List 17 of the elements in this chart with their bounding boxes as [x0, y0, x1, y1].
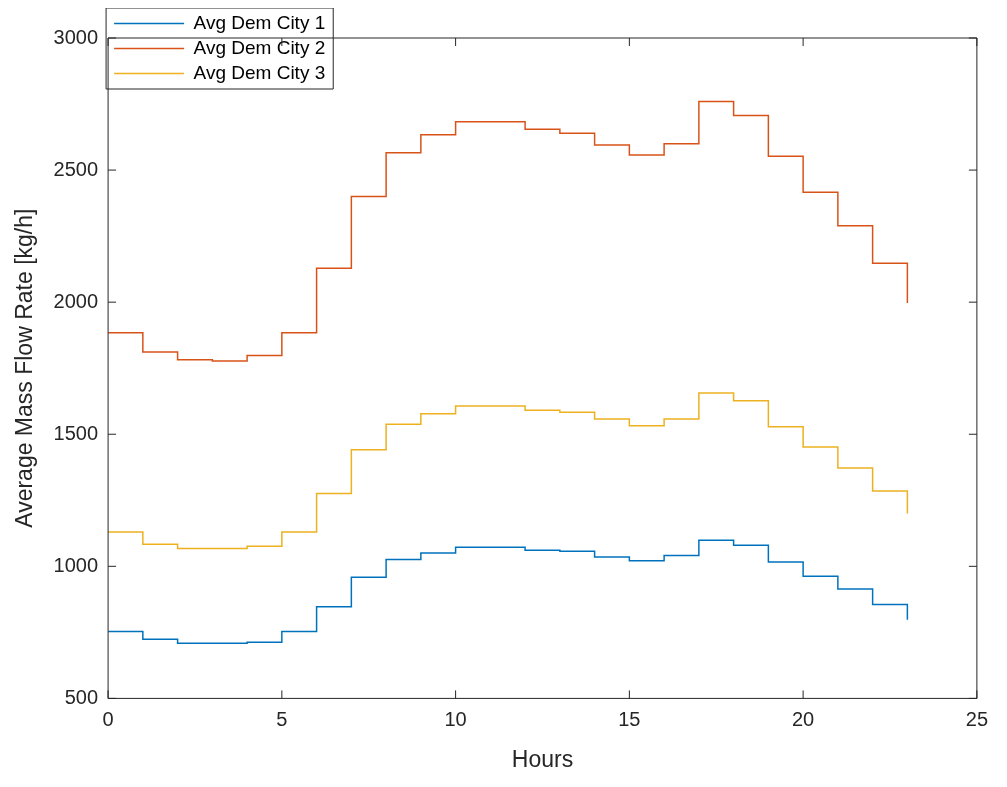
y-tick-label: 1500	[53, 421, 99, 444]
y-tick-label: 1000	[53, 553, 99, 576]
y-tick-label: 2000	[53, 289, 99, 312]
x-tick-label: 5	[276, 707, 288, 730]
y-tick-label: 2500	[53, 157, 99, 180]
y-tick-label: 500	[64, 685, 99, 708]
x-tick-label: 25	[965, 707, 988, 730]
x-tick-label: 0	[102, 707, 114, 730]
x-tick-label: 20	[791, 707, 815, 730]
y-axis-title: Average Mass Flow Rate [kg/h]	[11, 208, 38, 528]
x-tick-label: 10	[444, 707, 467, 730]
legend-label: Avg Dem City 1	[193, 11, 326, 33]
legend-label: Avg Dem City 2	[193, 36, 326, 58]
x-axis-title: Hours	[511, 745, 574, 772]
x-tick-label: 15	[618, 707, 641, 730]
legend-label: Avg Dem City 3	[193, 61, 326, 83]
y-tick-label: 3000	[53, 25, 99, 48]
